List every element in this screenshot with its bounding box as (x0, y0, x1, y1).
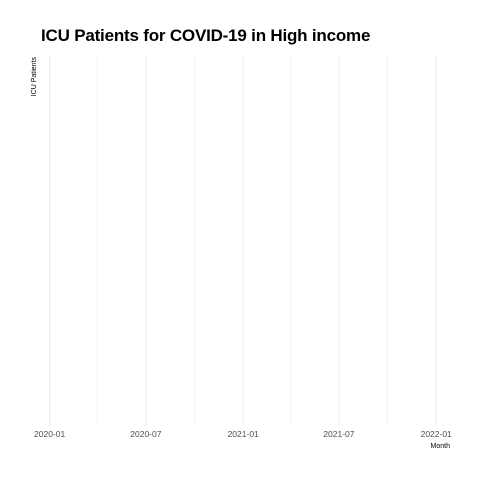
grid-lines (49, 56, 437, 426)
x-tick-labels: 2020-01 2020-07 2021-01 2021-07 2022-01 (34, 429, 452, 439)
x-tick-label: 2020-01 (34, 429, 65, 439)
x-tick-label: 2021-07 (323, 429, 354, 439)
x-tick-label: 2022-01 (421, 429, 452, 439)
x-tick-label: 2020-07 (130, 429, 161, 439)
x-axis-label: Month (431, 443, 451, 450)
y-axis-label: ICU Patients (31, 57, 38, 97)
chart-title: ICU Patients for COVID-19 in High income (41, 26, 371, 45)
x-tick-label: 2021-01 (228, 429, 259, 439)
